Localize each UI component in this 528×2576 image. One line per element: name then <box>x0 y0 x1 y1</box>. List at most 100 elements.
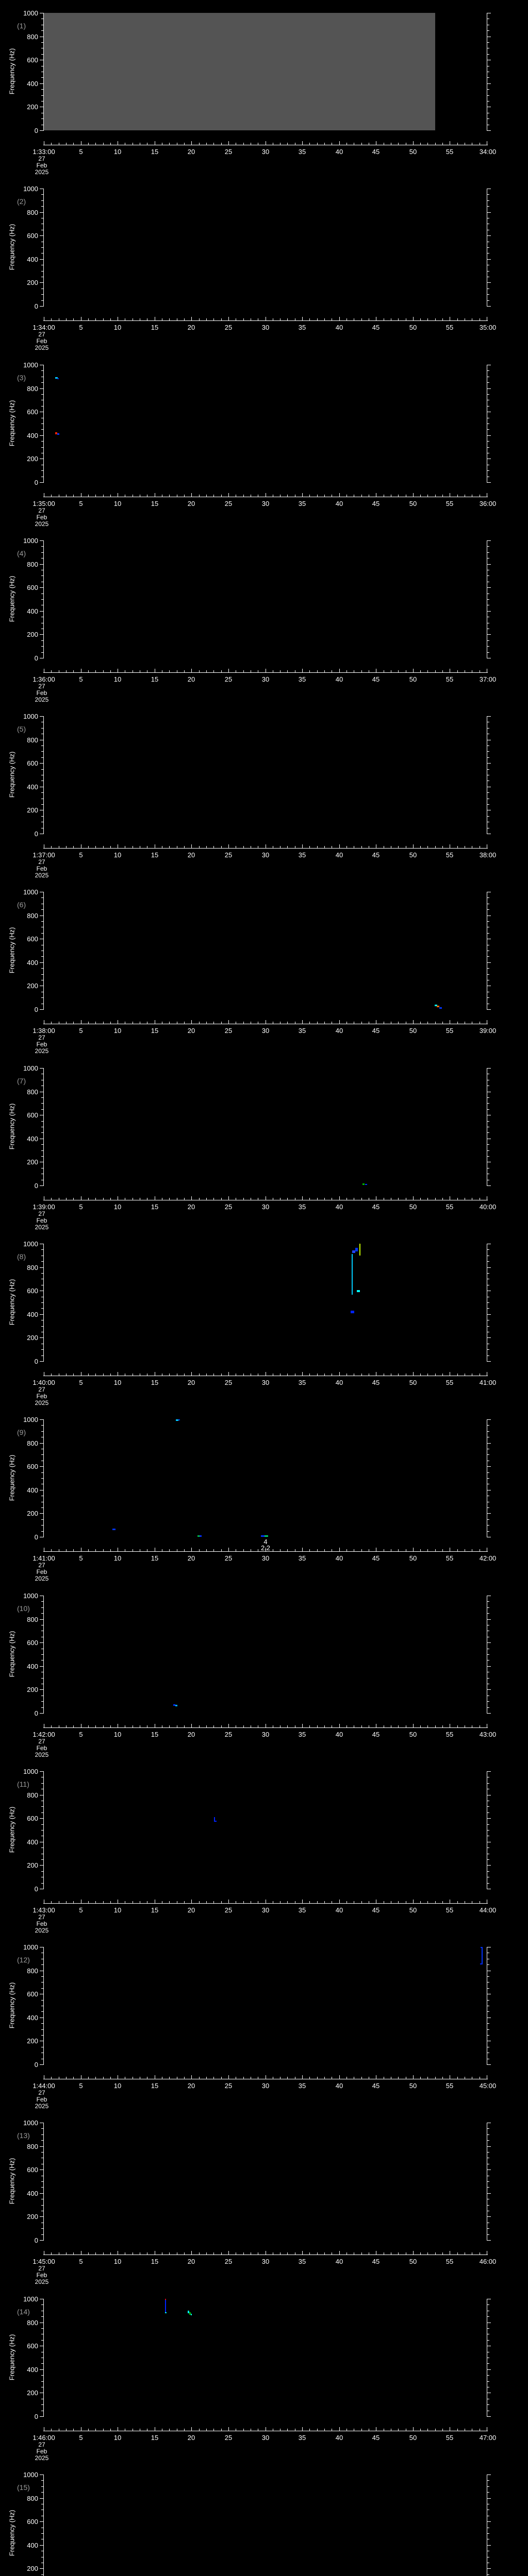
right-major-tick <box>487 435 491 436</box>
x-minor-tick <box>427 1549 428 1551</box>
panel-index-label: (14) <box>17 2308 30 2316</box>
x-minor-tick <box>287 846 288 848</box>
y-tick-label: 0 <box>34 830 38 838</box>
nodata-region <box>44 13 435 130</box>
x-major-tick <box>302 317 303 320</box>
spectrogram-panel-11: (11) Frequency (Hz) 0 200 400 600 800 1000 1:43:… <box>0 1758 528 1934</box>
x-tick-label: 50 <box>409 675 417 683</box>
right-minor-tick <box>487 1525 489 1526</box>
x-minor-tick <box>184 1549 185 1551</box>
right-minor-tick <box>487 757 489 758</box>
x-tick-label: 25 <box>224 2258 233 2265</box>
right-major-tick <box>487 564 491 565</box>
x-minor-tick <box>169 495 170 497</box>
right-major-tick <box>487 1185 491 1186</box>
y-minor-tick <box>41 77 43 78</box>
x-major-tick <box>191 1196 192 1200</box>
y-minor-tick <box>41 968 43 969</box>
spectral-event <box>435 1005 437 1006</box>
y-tick-label: 0 <box>34 1006 38 1013</box>
x-tick-label: 5 <box>79 500 83 507</box>
x-tick-label: 55 <box>446 324 454 331</box>
y-tick-label: 200 <box>27 1861 38 1869</box>
y-tick-label: 200 <box>27 1158 38 1166</box>
right-major-tick <box>487 2568 491 2569</box>
x-major-tick <box>339 2075 340 2079</box>
x-major-tick <box>413 1372 414 1376</box>
x-minor-tick <box>103 2252 104 2255</box>
x-minor-tick <box>309 1022 310 1024</box>
spectrogram-plot <box>44 2475 487 2576</box>
x-tick-label: 20 <box>187 675 195 683</box>
x-minor-tick <box>427 1374 428 1376</box>
y-axis-line <box>43 716 44 834</box>
right-minor-tick <box>487 2000 489 2001</box>
x-tick-label: 10 <box>113 1203 122 1211</box>
y-tick-label: 600 <box>27 2166 38 2174</box>
x-minor-tick <box>73 1198 74 1200</box>
right-major-tick <box>487 1818 491 1819</box>
y-tick-label: 200 <box>27 1510 38 1517</box>
x-tick-label: 10 <box>113 1027 122 1035</box>
y-axis-title: Frequency (Hz) <box>8 927 16 974</box>
y-minor-tick <box>41 1097 43 1098</box>
right-minor-tick <box>487 77 489 78</box>
x-major-tick <box>339 2251 340 2255</box>
x-minor-tick <box>206 495 207 497</box>
x-minor-tick <box>427 846 428 848</box>
x-minor-tick <box>309 1198 310 1200</box>
x-tick-label: 20 <box>187 851 195 859</box>
y-major-tick <box>40 2498 43 2499</box>
y-major-tick <box>40 1314 43 1315</box>
x-minor-tick <box>361 1901 362 1903</box>
y-minor-tick <box>41 1883 43 1884</box>
y-minor-tick <box>41 757 43 758</box>
y-tick-label: 200 <box>27 631 38 638</box>
spectral-event <box>482 1947 483 1964</box>
x-minor-tick <box>95 1374 96 1376</box>
x-major-tick <box>302 1900 303 1903</box>
y-major-tick <box>40 1818 43 1819</box>
x-minor-tick <box>73 143 74 145</box>
y-tick-label: 600 <box>27 56 38 64</box>
right-minor-tick <box>487 974 489 975</box>
right-major-tick <box>487 962 491 963</box>
y-major-tick <box>40 587 43 588</box>
x-minor-tick <box>110 318 111 320</box>
x-minor-tick <box>184 1901 185 1903</box>
end-time-label: 40:00 <box>479 1203 497 1211</box>
right-major-tick <box>487 1642 491 1643</box>
x-tick-label: 45 <box>372 2434 380 2442</box>
x-major-tick <box>413 493 414 497</box>
x-tick-label: 20 <box>187 1027 195 1035</box>
right-minor-tick <box>487 575 489 576</box>
y-minor-tick <box>41 2181 43 2182</box>
y-axis-title: Frequency (Hz) <box>8 1279 16 1326</box>
y-major-tick <box>40 435 43 436</box>
y-tick-label: 400 <box>27 2014 38 2022</box>
x-major-tick <box>191 1548 192 1551</box>
x-minor-tick <box>346 670 347 672</box>
spectrogram-plot <box>44 1244 487 1361</box>
x-minor-tick <box>398 2429 399 2431</box>
x-minor-tick <box>435 143 436 145</box>
x-tick-label: 15 <box>151 2082 159 2090</box>
start-time-label: 1:33:00 <box>32 148 55 156</box>
x-major-tick <box>228 141 229 145</box>
x-minor-tick <box>398 670 399 672</box>
spectral-event <box>214 1817 215 1822</box>
y-tick-label: 600 <box>27 1111 38 1119</box>
x-minor-tick <box>51 1374 52 1376</box>
x-minor-tick <box>184 1374 185 1376</box>
x-tick-label: 50 <box>409 2258 417 2265</box>
x-minor-tick <box>110 1198 111 1200</box>
y-axis-title: Frequency (Hz) <box>8 1982 16 2029</box>
right-minor-tick <box>487 1701 489 1702</box>
x-minor-tick <box>51 2429 52 2431</box>
y-tick-label: 800 <box>27 2495 38 2502</box>
y-minor-tick <box>41 2574 43 2575</box>
y-tick-label: 0 <box>34 479 38 486</box>
x-major-tick <box>228 1548 229 1551</box>
y-axis-line <box>43 1244 44 1362</box>
y-major-tick <box>40 259 43 260</box>
